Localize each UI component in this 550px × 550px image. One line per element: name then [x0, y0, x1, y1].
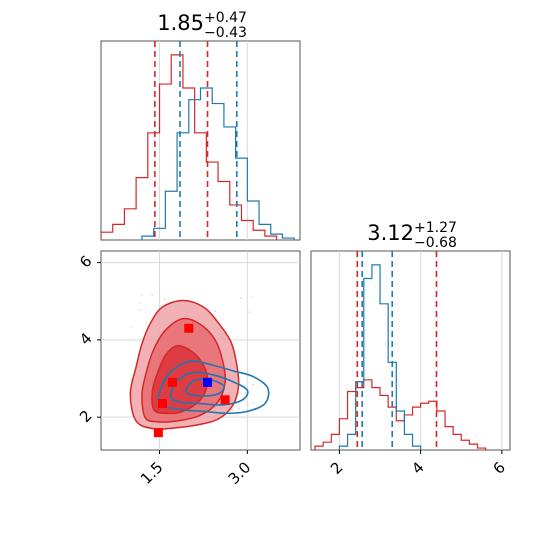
sample-dot: [140, 293, 143, 296]
marker-square: [203, 377, 213, 387]
sample-dot: [244, 391, 247, 394]
sample-dot: [237, 408, 240, 411]
y-tick-label: 2: [76, 407, 95, 426]
x1-x2-joint-panel: 1.5 3.0 2 4 6: [76, 250, 301, 488]
x1-histogram-frame: [100, 40, 301, 241]
sample-dot: [231, 409, 234, 412]
x-tick-label: 6: [489, 458, 508, 477]
hist-step-series-0: [101, 54, 278, 240]
sample-dot: [151, 294, 154, 297]
contour-level-blue-2: [185, 378, 225, 397]
sample-dot: [139, 302, 142, 305]
hist-step-series-1: [338, 264, 422, 450]
sample-dot: [130, 379, 133, 382]
sample-dot: [163, 298, 166, 301]
contour-level-red-2: [151, 344, 209, 415]
contour-level-blue-1: [170, 371, 249, 406]
sample-dot: [145, 320, 148, 323]
y-tick-label: 4: [76, 329, 95, 348]
x2-title-value: 3.12: [367, 221, 414, 245]
x2-title-upper: +1.27: [414, 220, 457, 236]
sample-dot: [239, 296, 242, 299]
marker-square: [184, 323, 194, 333]
x2-histogram-frame: [310, 250, 511, 451]
y-tick-label: 6: [76, 252, 95, 271]
x1-title-lower: −0.43: [204, 25, 247, 41]
x-tick-label: 2: [327, 458, 346, 477]
x2-histogram-panel: 2 4 6 3.12 +1.27 −0.68: [310, 220, 511, 478]
x-tick-label: 3.0: [225, 458, 255, 488]
x2-title-lower: −0.68: [414, 235, 457, 251]
sample-dot: [248, 311, 251, 314]
sample-dot: [130, 325, 133, 328]
sample-dot: [214, 310, 217, 313]
hist-step-series-1: [141, 87, 295, 240]
sample-dot: [250, 296, 253, 299]
x1-histogram-panel: 1.85 +0.47 −0.43: [100, 10, 301, 241]
sample-dot: [252, 383, 255, 386]
hist-step-series-0: [314, 379, 487, 450]
sample-dot: [139, 308, 142, 311]
marker-square: [220, 395, 230, 405]
x1-title-value: 1.85: [157, 11, 204, 35]
marker-square: [157, 399, 167, 409]
contour-level-blue-0: [157, 360, 270, 415]
sample-dot: [252, 402, 255, 405]
x-tick-label: 1.5: [137, 458, 167, 488]
sample-dot: [200, 424, 203, 427]
x-tick-label: 4: [408, 458, 427, 477]
x1-title-upper: +0.47: [204, 10, 247, 26]
marker-square: [167, 377, 177, 387]
marker-square: [153, 428, 163, 438]
